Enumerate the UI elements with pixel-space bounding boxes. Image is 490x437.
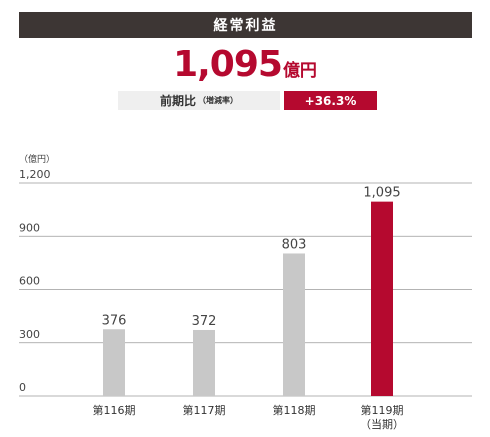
bar [193, 329, 215, 396]
y-tick-label: 900 [19, 221, 40, 234]
x-category-label: 第119期 [361, 403, 404, 417]
bar-value-label: 1,095 [363, 186, 400, 201]
yoy-value: +36.3% [304, 93, 357, 108]
yoy-comparison: 前期比 （増減率） +36.3% [118, 91, 377, 110]
bar-value-label: 803 [282, 237, 307, 252]
x-category-label: 第116期 [93, 403, 136, 417]
headline-value: 1,095 [173, 44, 283, 85]
bar-value-label: 376 [102, 313, 127, 328]
headline-unit: 億円 [282, 61, 317, 81]
x-category-label: 第118期 [273, 403, 316, 417]
bar [283, 253, 305, 396]
headline-figure: 1,095億円 [0, 44, 490, 85]
x-category-sublabel: （当期） [360, 417, 404, 431]
yoy-label-box: 前期比 （増減率） [118, 91, 280, 110]
bar-value-label: 372 [192, 314, 217, 329]
bar [371, 201, 393, 396]
yoy-label: 前期比 [159, 94, 196, 108]
y-tick-label: 0 [19, 381, 26, 394]
bar [103, 329, 125, 396]
y-tick-label: 600 [19, 275, 40, 288]
yoy-value-box: +36.3% [284, 91, 377, 110]
chart-title-bar: 経常利益 [19, 12, 472, 38]
y-tick-label: 300 [19, 328, 40, 341]
x-category-label: 第117期 [183, 403, 226, 417]
y-tick-label: 1,200 [19, 168, 51, 181]
yoy-sublabel: （増減率） [198, 96, 238, 105]
chart-title: 経常利益 [213, 18, 278, 34]
y-axis-unit-label: （億円） [19, 153, 55, 165]
